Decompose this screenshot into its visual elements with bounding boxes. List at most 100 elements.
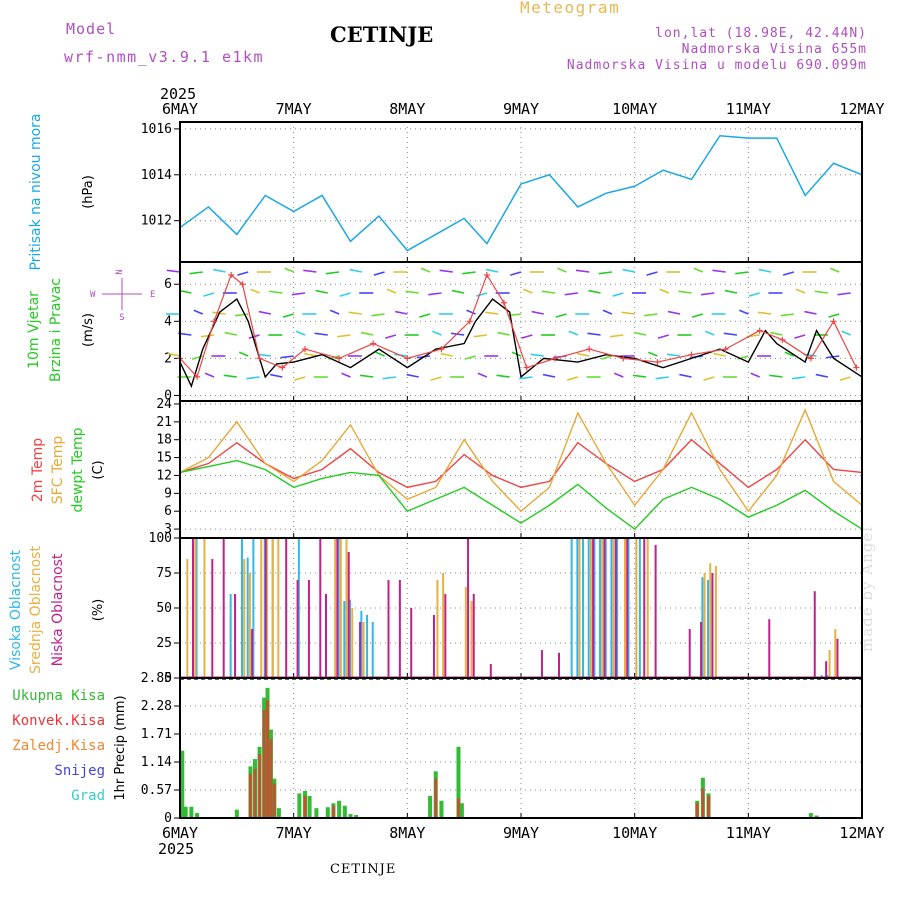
precip-legend-3: Snijeg bbox=[54, 763, 105, 779]
y-tick-label: 6 bbox=[164, 277, 172, 292]
cloud-bar bbox=[635, 538, 638, 678]
y-tick-label: 25 bbox=[156, 636, 172, 651]
wind-arrow bbox=[612, 292, 624, 297]
cloud-bar bbox=[229, 594, 232, 678]
cloud-bar bbox=[578, 538, 581, 678]
y-tick-label: 1012 bbox=[141, 214, 172, 229]
year-label-top: 2025 bbox=[160, 85, 196, 103]
wind-arrow bbox=[576, 352, 590, 357]
cloud-bar bbox=[582, 538, 585, 678]
precip-bar bbox=[297, 793, 302, 818]
precip-bar bbox=[456, 798, 460, 818]
wind-arrow bbox=[179, 289, 192, 294]
wind-arrow bbox=[531, 310, 544, 315]
precip-bar bbox=[303, 795, 307, 818]
station-elevation: Nadmorska Visina 655m bbox=[681, 42, 867, 57]
temperature-line-2m-temp bbox=[179, 438, 863, 489]
wind-arrow bbox=[238, 351, 249, 357]
cloud-bar bbox=[472, 594, 475, 678]
cloud-bar bbox=[410, 608, 413, 678]
x-tick-label-bottom: 7MAY bbox=[276, 824, 312, 842]
temp2m-ylabel: 2m Temp bbox=[30, 438, 46, 502]
cloud-bar bbox=[264, 538, 267, 678]
wind-gust-marker bbox=[302, 346, 309, 353]
wind-arrow bbox=[713, 352, 726, 357]
wind-arrow bbox=[770, 331, 783, 336]
wind-arrow bbox=[466, 309, 476, 315]
compass-south: S bbox=[119, 313, 124, 323]
wind-arrow bbox=[519, 376, 533, 380]
cloud-bar bbox=[825, 661, 828, 678]
wind-arrow bbox=[341, 372, 351, 378]
cloud-bar bbox=[587, 538, 590, 678]
y-tick-label: 75 bbox=[156, 566, 172, 581]
cloud-bar bbox=[195, 538, 198, 678]
compass-west: W bbox=[90, 290, 96, 300]
cloud-bar bbox=[626, 538, 629, 678]
cloud-bar bbox=[813, 591, 816, 678]
wind-arrow bbox=[462, 271, 476, 275]
wind-arrow bbox=[337, 334, 351, 338]
wind-arrow bbox=[523, 288, 533, 294]
wind-arrow bbox=[451, 289, 465, 294]
cloud-bar bbox=[246, 557, 249, 678]
wind-arrow bbox=[678, 290, 692, 294]
wind-arrow bbox=[473, 334, 488, 338]
cloud-bar bbox=[398, 580, 401, 678]
cloud-bar bbox=[436, 580, 439, 678]
wind-arrow bbox=[566, 376, 579, 381]
wind-gust-marker bbox=[552, 355, 559, 362]
cloud-bar bbox=[616, 538, 619, 678]
wind-arrow bbox=[304, 352, 317, 357]
cloud-bar bbox=[297, 538, 300, 678]
cloud-bar bbox=[186, 559, 189, 678]
wind-arrow bbox=[794, 334, 806, 339]
cloud-bar bbox=[703, 573, 706, 678]
cloud-bar bbox=[627, 538, 630, 678]
wind-arrow bbox=[541, 290, 556, 294]
y-tick-label: 0 bbox=[164, 388, 172, 403]
cloud-bar bbox=[194, 538, 197, 678]
wind-arrow bbox=[622, 268, 635, 273]
model-elevation: Nadmorska Visina u modelu 690.099m bbox=[566, 58, 867, 73]
wind-arrow bbox=[691, 313, 704, 318]
wind-arrow bbox=[250, 288, 260, 294]
wind-arrow bbox=[724, 289, 738, 294]
precip-bar bbox=[348, 814, 353, 818]
precip-bar bbox=[456, 746, 461, 818]
precip-bar bbox=[701, 788, 705, 818]
cloud-bar bbox=[610, 538, 613, 678]
pressure-unit: (hPa) bbox=[81, 175, 96, 209]
wind-arrow bbox=[419, 313, 431, 318]
x-tick-label-top: 11MAY bbox=[726, 100, 771, 118]
wind-gust-marker bbox=[466, 318, 473, 325]
wind-arrow bbox=[739, 309, 749, 315]
y-tick-label: 9 bbox=[164, 486, 172, 501]
cloud-bar bbox=[351, 608, 354, 678]
wind-gust-marker bbox=[211, 318, 218, 325]
precip-bar bbox=[258, 754, 262, 818]
cloud-bar bbox=[558, 652, 560, 678]
wind-arrow bbox=[284, 267, 294, 273]
precip-bar bbox=[189, 806, 194, 818]
cloud-bar bbox=[624, 538, 626, 678]
wind-arrow bbox=[769, 374, 783, 378]
cloud-bar bbox=[464, 587, 467, 678]
wind-arrow bbox=[382, 376, 397, 380]
wind-arrow bbox=[258, 310, 272, 315]
cloud-bar bbox=[599, 538, 602, 678]
wind-arrow bbox=[224, 331, 237, 336]
wind-arrow bbox=[167, 352, 181, 357]
cloud-bar bbox=[709, 563, 712, 678]
wind-arrow bbox=[246, 376, 260, 380]
wind-gust-marker bbox=[722, 346, 729, 353]
wind-unit: (m/s) bbox=[81, 313, 96, 347]
cloud-bar bbox=[489, 664, 492, 678]
cloud-bar bbox=[359, 622, 362, 678]
cloud-bar bbox=[467, 538, 470, 678]
wind-arrow bbox=[659, 288, 670, 294]
precip-legend-2: Zaledj.Kisa bbox=[12, 738, 105, 754]
wind-gust-marker bbox=[756, 327, 763, 334]
wind-arrow bbox=[780, 313, 794, 317]
wind-arrow bbox=[814, 290, 829, 294]
